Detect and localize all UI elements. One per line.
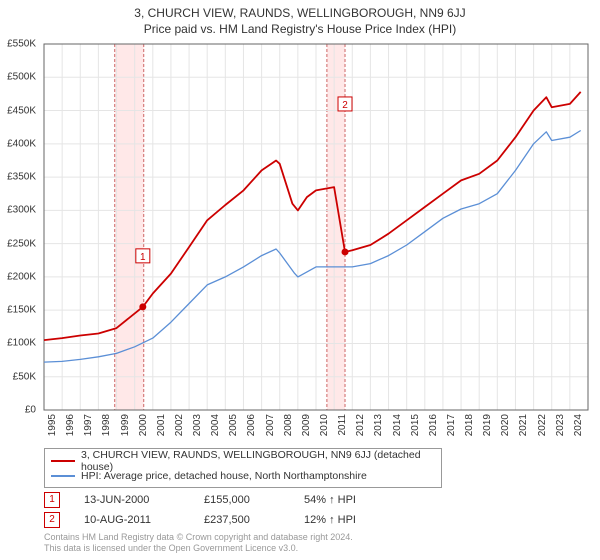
x-tick-label: 1998 [101, 414, 112, 436]
chart-title: 3, CHURCH VIEW, RAUNDS, WELLINGBOROUGH, … [0, 6, 600, 20]
transactions-table: 1 13-JUN-2000 £155,000 54% ↑ HPI 2 10-AU… [44, 490, 424, 530]
x-tick-label: 2023 [555, 414, 566, 436]
x-tick-label: 2009 [301, 414, 312, 436]
x-tick-label: 2007 [265, 414, 276, 436]
x-tick-label: 2003 [192, 414, 203, 436]
x-tick-label: 2018 [464, 414, 475, 436]
x-axis-labels: 1995 1996 1997 1998 1999 2000 2001 2002 2003 2004… [44, 412, 588, 446]
y-tick-label: £250K [7, 238, 36, 249]
y-tick-label: £300K [7, 205, 36, 216]
x-tick-label: 2000 [138, 414, 149, 436]
footer-line: This data is licensed under the Open Gov… [44, 543, 353, 554]
footer-line: Contains HM Land Registry data © Crown c… [44, 532, 353, 543]
x-tick-label: 2020 [500, 414, 511, 436]
y-tick-label: £400K [7, 138, 36, 149]
legend-row: 3, CHURCH VIEW, RAUNDS, WELLINGBOROUGH, … [51, 453, 435, 468]
y-tick-label: £100K [7, 338, 36, 349]
marker-badge: 2 [44, 512, 60, 528]
txn-date: 13-JUN-2000 [84, 494, 204, 506]
marker-badge: 1 [44, 492, 60, 508]
y-tick-label: £550K [7, 39, 36, 50]
x-tick-label: 2008 [283, 414, 294, 436]
chart-subtitle: Price paid vs. HM Land Registry's House … [0, 22, 600, 36]
txn-price: £155,000 [204, 494, 304, 506]
txn-pct: 12% ↑ HPI [304, 514, 424, 526]
x-tick-label: 2001 [156, 414, 167, 436]
chart-title-block: 3, CHURCH VIEW, RAUNDS, WELLINGBOROUGH, … [0, 0, 600, 36]
svg-text:2: 2 [342, 100, 348, 111]
x-tick-label: 2013 [373, 414, 384, 436]
x-tick-label: 2012 [355, 414, 366, 436]
legend-swatch [51, 475, 75, 477]
x-tick-label: 2006 [246, 414, 257, 436]
footer-attribution: Contains HM Land Registry data © Crown c… [44, 532, 353, 554]
x-tick-label: 2024 [573, 414, 584, 436]
x-tick-label: 2010 [319, 414, 330, 436]
x-tick-label: 2019 [482, 414, 493, 436]
x-tick-label: 1995 [47, 414, 58, 436]
legend-box: 3, CHURCH VIEW, RAUNDS, WELLINGBOROUGH, … [44, 448, 442, 488]
x-tick-label: 2011 [337, 414, 348, 436]
x-tick-label: 2021 [518, 414, 529, 436]
x-tick-label: 2015 [410, 414, 421, 436]
y-tick-label: £0 [25, 405, 36, 416]
x-tick-label: 1999 [120, 414, 131, 436]
y-tick-label: £350K [7, 172, 36, 183]
x-tick-label: 2017 [446, 414, 457, 436]
x-tick-label: 2002 [174, 414, 185, 436]
y-tick-label: £450K [7, 105, 36, 116]
legend-swatch [51, 460, 75, 462]
x-tick-label: 1996 [65, 414, 76, 436]
y-tick-label: £150K [7, 305, 36, 316]
x-tick-label: 2016 [428, 414, 439, 436]
y-tick-label: £50K [13, 371, 36, 382]
txn-pct: 54% ↑ HPI [304, 494, 424, 506]
txn-price: £237,500 [204, 514, 304, 526]
table-row: 2 10-AUG-2011 £237,500 12% ↑ HPI [44, 510, 424, 530]
table-row: 1 13-JUN-2000 £155,000 54% ↑ HPI [44, 490, 424, 510]
x-tick-label: 2005 [228, 414, 239, 436]
y-axis-labels: £0£50K£100K£150K£200K£250K£300K£350K£400… [0, 44, 40, 410]
legend-label: HPI: Average price, detached house, Nort… [81, 470, 367, 482]
x-tick-label: 2004 [210, 414, 221, 436]
x-tick-label: 2022 [537, 414, 548, 436]
y-tick-label: £200K [7, 271, 36, 282]
x-tick-label: 2014 [392, 414, 403, 436]
x-tick-label: 1997 [83, 414, 94, 436]
chart-plot-area: 12 [44, 44, 588, 410]
chart-svg: 12 [44, 44, 588, 410]
svg-text:1: 1 [140, 252, 146, 263]
txn-date: 10-AUG-2011 [84, 514, 204, 526]
y-tick-label: £500K [7, 72, 36, 83]
